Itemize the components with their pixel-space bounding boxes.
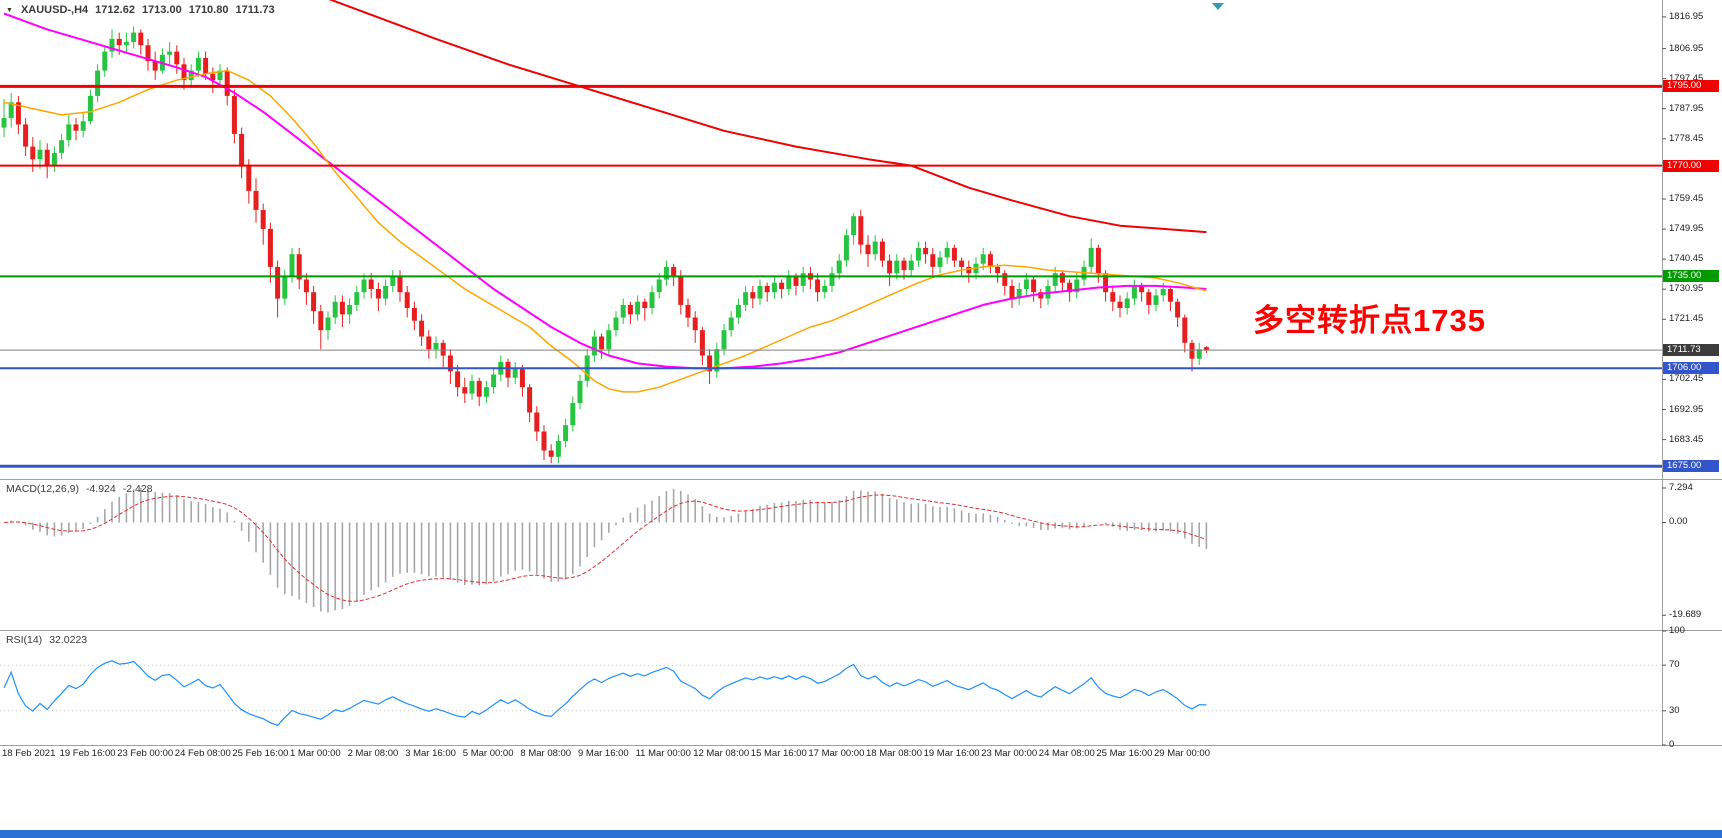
rsi-indicator-label: RSI(14) 32.0223 <box>6 634 87 646</box>
time-axis-label: 15 Mar 16:00 <box>750 748 807 759</box>
time-axis-label: 9 Mar 16:00 <box>578 748 629 759</box>
price-axis-tick: 1778.45 <box>1669 132 1704 144</box>
time-axis-label: 3 Mar 16:00 <box>405 748 456 759</box>
time-scale[interactable]: 18 Feb 2021 19 Feb 16:00 23 Feb 00:00 24 Fe… <box>0 746 1662 768</box>
ohlc-close: 1711.73 <box>235 4 275 16</box>
time-axis-label: 23 Mar 00:00 <box>981 748 1038 759</box>
price-axis-tick: 1702.45 <box>1669 373 1704 385</box>
price-axis-tick: 1683.45 <box>1669 433 1704 445</box>
price-axis-tick: 1816.95 <box>1669 10 1704 22</box>
price-axis-tick: 1806.95 <box>1669 42 1704 54</box>
rsi-value: 32.0223 <box>49 634 88 646</box>
macd-indicator-label: MACD(12,26,9) -4.924 -2.428 <box>6 483 153 495</box>
time-axis-label: 19 Mar 16:00 <box>923 748 980 759</box>
time-axis-label: 24 Mar 08:00 <box>1038 748 1095 759</box>
time-axis-label: 25 Feb 16:00 <box>232 748 289 759</box>
price-line-label: 1675.00 <box>1663 460 1719 473</box>
macd-histogram <box>10 488 1208 613</box>
window-bottom-bar <box>0 830 1722 838</box>
rsi-axis-tick: 30 <box>1669 704 1680 716</box>
ohlc-open: 1712.62 <box>95 4 135 16</box>
ma-mid-magenta-line <box>3 12 1207 370</box>
price-scale[interactable]: 1816.95 1806.95 1797.45 1787.95 1778.45 1759.… <box>1663 0 1722 750</box>
ohlc-high: 1713.00 <box>141 4 182 16</box>
time-axis-label: 8 Mar 08:00 <box>520 748 572 759</box>
ma-fast-orange-line <box>3 69 1207 393</box>
macd-signal-value: -2.428 <box>122 483 153 495</box>
price-axis-tick: 1797.45 <box>1669 72 1704 84</box>
symbol-dropdown-icon[interactable]: ▼ <box>6 6 13 14</box>
rsi-line <box>3 660 1207 727</box>
candlestick-series <box>1 26 1209 464</box>
time-axis-label: 5 Mar 00:00 <box>462 748 514 759</box>
ma-slow-red-line <box>328 0 1207 234</box>
macd-axis-tick: -19.689 <box>1669 609 1702 621</box>
rsi-axis-tick: 0 <box>1669 739 1675 750</box>
price-axis-tick: 1749.95 <box>1669 223 1704 235</box>
time-axis-label: 12 Mar 08:00 <box>693 748 750 759</box>
rsi-axis-tick: 70 <box>1669 659 1680 671</box>
price-axis-tick: 1787.95 <box>1669 102 1704 114</box>
time-axis-label: 1 Mar 00:00 <box>290 748 341 759</box>
time-axis-label: 25 Mar 16:00 <box>1096 748 1153 759</box>
time-axis-label: 2 Mar 08:00 <box>347 748 399 759</box>
time-axis-label: 24 Feb 08:00 <box>174 748 231 759</box>
price-axis-tick: 1740.45 <box>1669 253 1704 265</box>
price-line-label: 1770.00 <box>1663 159 1719 172</box>
price-line-label: 1795.00 <box>1663 80 1719 93</box>
price-line-label: 1735.00 <box>1663 270 1719 283</box>
price-axis-tick: 1721.45 <box>1669 313 1704 325</box>
price-axis-tick: 1692.95 <box>1669 403 1704 415</box>
time-axis-label: 19 Feb 16:00 <box>59 748 116 759</box>
rsi-axis-tick: 100 <box>1669 625 1685 636</box>
time-axis-label: 17 Mar 00:00 <box>808 748 865 759</box>
time-axis-label: 11 Mar 00:00 <box>635 748 691 759</box>
ohlc-low: 1710.80 <box>188 4 229 16</box>
current-price-label: 1711.73 <box>1663 344 1719 357</box>
macd-indicator-name: MACD(12,26,9) <box>6 483 79 495</box>
symbol-header: ▼ XAUUSD-,H4 1712.62 1713.00 1710.80 171… <box>6 4 275 16</box>
macd-axis-tick: 0.00 <box>1669 516 1688 528</box>
symbol-name: XAUUSD-,H4 <box>20 4 89 16</box>
macd-axis-tick: 7.294 <box>1669 482 1693 494</box>
macd-main-value: -4.924 <box>85 483 116 495</box>
time-axis-label: 29 Mar 00:00 <box>1154 748 1210 759</box>
rsi-indicator-name: RSI(14) <box>6 634 43 646</box>
time-axis-label: 23 Feb 00:00 <box>117 748 174 759</box>
price-line-label: 1706.00 <box>1663 362 1719 375</box>
macd-signal-line <box>3 494 1207 602</box>
time-axis-label: 18 Mar 08:00 <box>866 748 922 759</box>
price-axis-tick: 1759.45 <box>1669 192 1704 204</box>
chart-shift-marker-icon[interactable] <box>1212 3 1224 10</box>
time-axis-label: 18 Feb 2021 <box>2 748 56 759</box>
price-axis-tick: 1730.95 <box>1669 283 1704 295</box>
chart-annotation-text[interactable]: 多空转折点1735 <box>1253 303 1486 338</box>
